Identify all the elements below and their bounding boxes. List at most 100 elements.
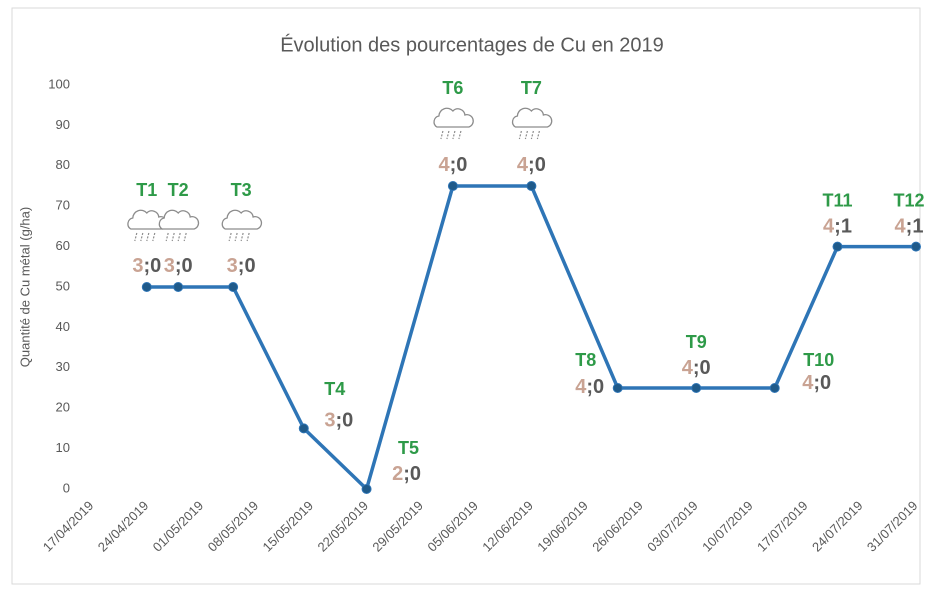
point-tag: T12 xyxy=(893,190,924,210)
rain-drop xyxy=(140,232,144,242)
label-count: 4 xyxy=(802,372,814,394)
rain-drop xyxy=(530,130,534,140)
point-tag: T4 xyxy=(324,379,345,399)
label-rest: ;0 xyxy=(586,376,604,398)
rain-drop xyxy=(536,130,540,140)
label-count: 4 xyxy=(823,216,835,238)
marker xyxy=(612,383,623,393)
point-label: 4;0 xyxy=(517,154,546,176)
marker xyxy=(298,423,309,434)
rain-drop xyxy=(240,232,244,242)
marker xyxy=(173,282,184,292)
rain-drop xyxy=(146,232,150,242)
label-rest: ;0 xyxy=(813,372,831,394)
label-rest: ;1 xyxy=(834,216,852,238)
y-tick-label: 60 xyxy=(56,238,70,253)
point-tag: T7 xyxy=(521,78,542,98)
point-label: 4;0 xyxy=(575,376,604,398)
y-tick-label: 100 xyxy=(48,76,70,91)
rain-drop xyxy=(177,232,181,242)
point-label: 3;0 xyxy=(324,410,353,432)
point-tag: T1 xyxy=(136,180,157,200)
marker xyxy=(141,282,152,292)
point-tag: T11 xyxy=(822,190,852,210)
y-tick-label: 20 xyxy=(56,400,70,415)
point-label: 4;1 xyxy=(895,216,924,238)
label-rest: ;0 xyxy=(403,463,421,485)
label-count: 3 xyxy=(164,255,175,277)
rain-icon xyxy=(511,107,553,140)
label-rest: ;0 xyxy=(335,410,353,432)
rain-drop xyxy=(524,130,528,140)
rain-drop xyxy=(440,130,444,140)
y-tick-label: 80 xyxy=(56,157,70,172)
point-label: 4;0 xyxy=(438,154,467,176)
marker xyxy=(447,181,458,191)
y-tick-label: 0 xyxy=(63,480,70,495)
rain-drop xyxy=(171,232,175,242)
label-rest: ;0 xyxy=(450,154,468,176)
point-tag: T8 xyxy=(575,350,596,370)
marker xyxy=(832,241,843,252)
point-tag: T10 xyxy=(803,350,834,370)
point-tag: T5 xyxy=(398,438,419,458)
point-tag: T3 xyxy=(231,180,252,200)
chart-frame xyxy=(11,7,921,585)
cloud xyxy=(158,209,200,230)
marker xyxy=(691,383,702,393)
rain-drop xyxy=(246,232,250,242)
rain-drop xyxy=(234,232,238,242)
rain-drop xyxy=(165,232,169,242)
label-count: 4 xyxy=(575,376,587,398)
line xyxy=(146,184,916,491)
point-tag: T6 xyxy=(442,78,463,98)
y-tick-label: 30 xyxy=(56,359,70,374)
label-count: 4 xyxy=(517,154,529,176)
label-rest: ;0 xyxy=(528,154,546,176)
y-tick-label: 50 xyxy=(56,278,70,293)
label-rest: ;0 xyxy=(175,255,193,277)
y-axis-label: Quantité de Cu métal (g/ha) xyxy=(17,207,32,367)
label-rest: ;0 xyxy=(238,255,256,277)
point-label: 2;0 xyxy=(392,463,421,485)
rain-drop xyxy=(458,130,462,140)
marker xyxy=(911,241,921,252)
chart-title: Évolution des pourcentages de Cu en 2019 xyxy=(280,33,664,56)
rain-drop xyxy=(518,130,522,140)
label-count: 4 xyxy=(895,216,907,238)
label-rest: ;0 xyxy=(143,255,161,277)
point-label: 4;1 xyxy=(823,216,852,238)
label-count: 3 xyxy=(324,410,335,432)
cloud xyxy=(221,209,263,230)
label-count: 3 xyxy=(132,255,143,277)
label-count: 4 xyxy=(682,357,694,379)
cloud xyxy=(433,107,474,128)
rain-drop xyxy=(152,232,156,242)
label-rest: ;0 xyxy=(693,357,711,379)
rain-drop xyxy=(183,232,187,242)
point-label: 3;0 xyxy=(164,255,193,277)
rain-drop xyxy=(228,232,232,242)
rain-icon xyxy=(158,209,200,242)
rain-icon xyxy=(127,209,168,242)
y-tick-label: 10 xyxy=(56,440,70,455)
rain-icon xyxy=(221,209,263,242)
y-tick-label: 70 xyxy=(56,198,70,213)
y-tick-label: 40 xyxy=(56,319,70,334)
point-tag: T9 xyxy=(686,332,707,352)
y-tick-label: 90 xyxy=(56,117,70,132)
rain-drop xyxy=(134,232,138,242)
point-label: 4;0 xyxy=(682,357,711,379)
rain-icon xyxy=(433,107,474,140)
label-rest: ;1 xyxy=(906,216,924,238)
marker xyxy=(769,383,780,393)
point-label: 3;0 xyxy=(227,255,256,277)
marker xyxy=(526,181,537,191)
point-label: 3;0 xyxy=(132,255,161,277)
label-count: 2 xyxy=(392,463,403,485)
marker xyxy=(228,282,239,292)
rain-drop xyxy=(452,130,456,140)
label-count: 3 xyxy=(227,255,238,277)
point-tag: T2 xyxy=(168,180,189,200)
